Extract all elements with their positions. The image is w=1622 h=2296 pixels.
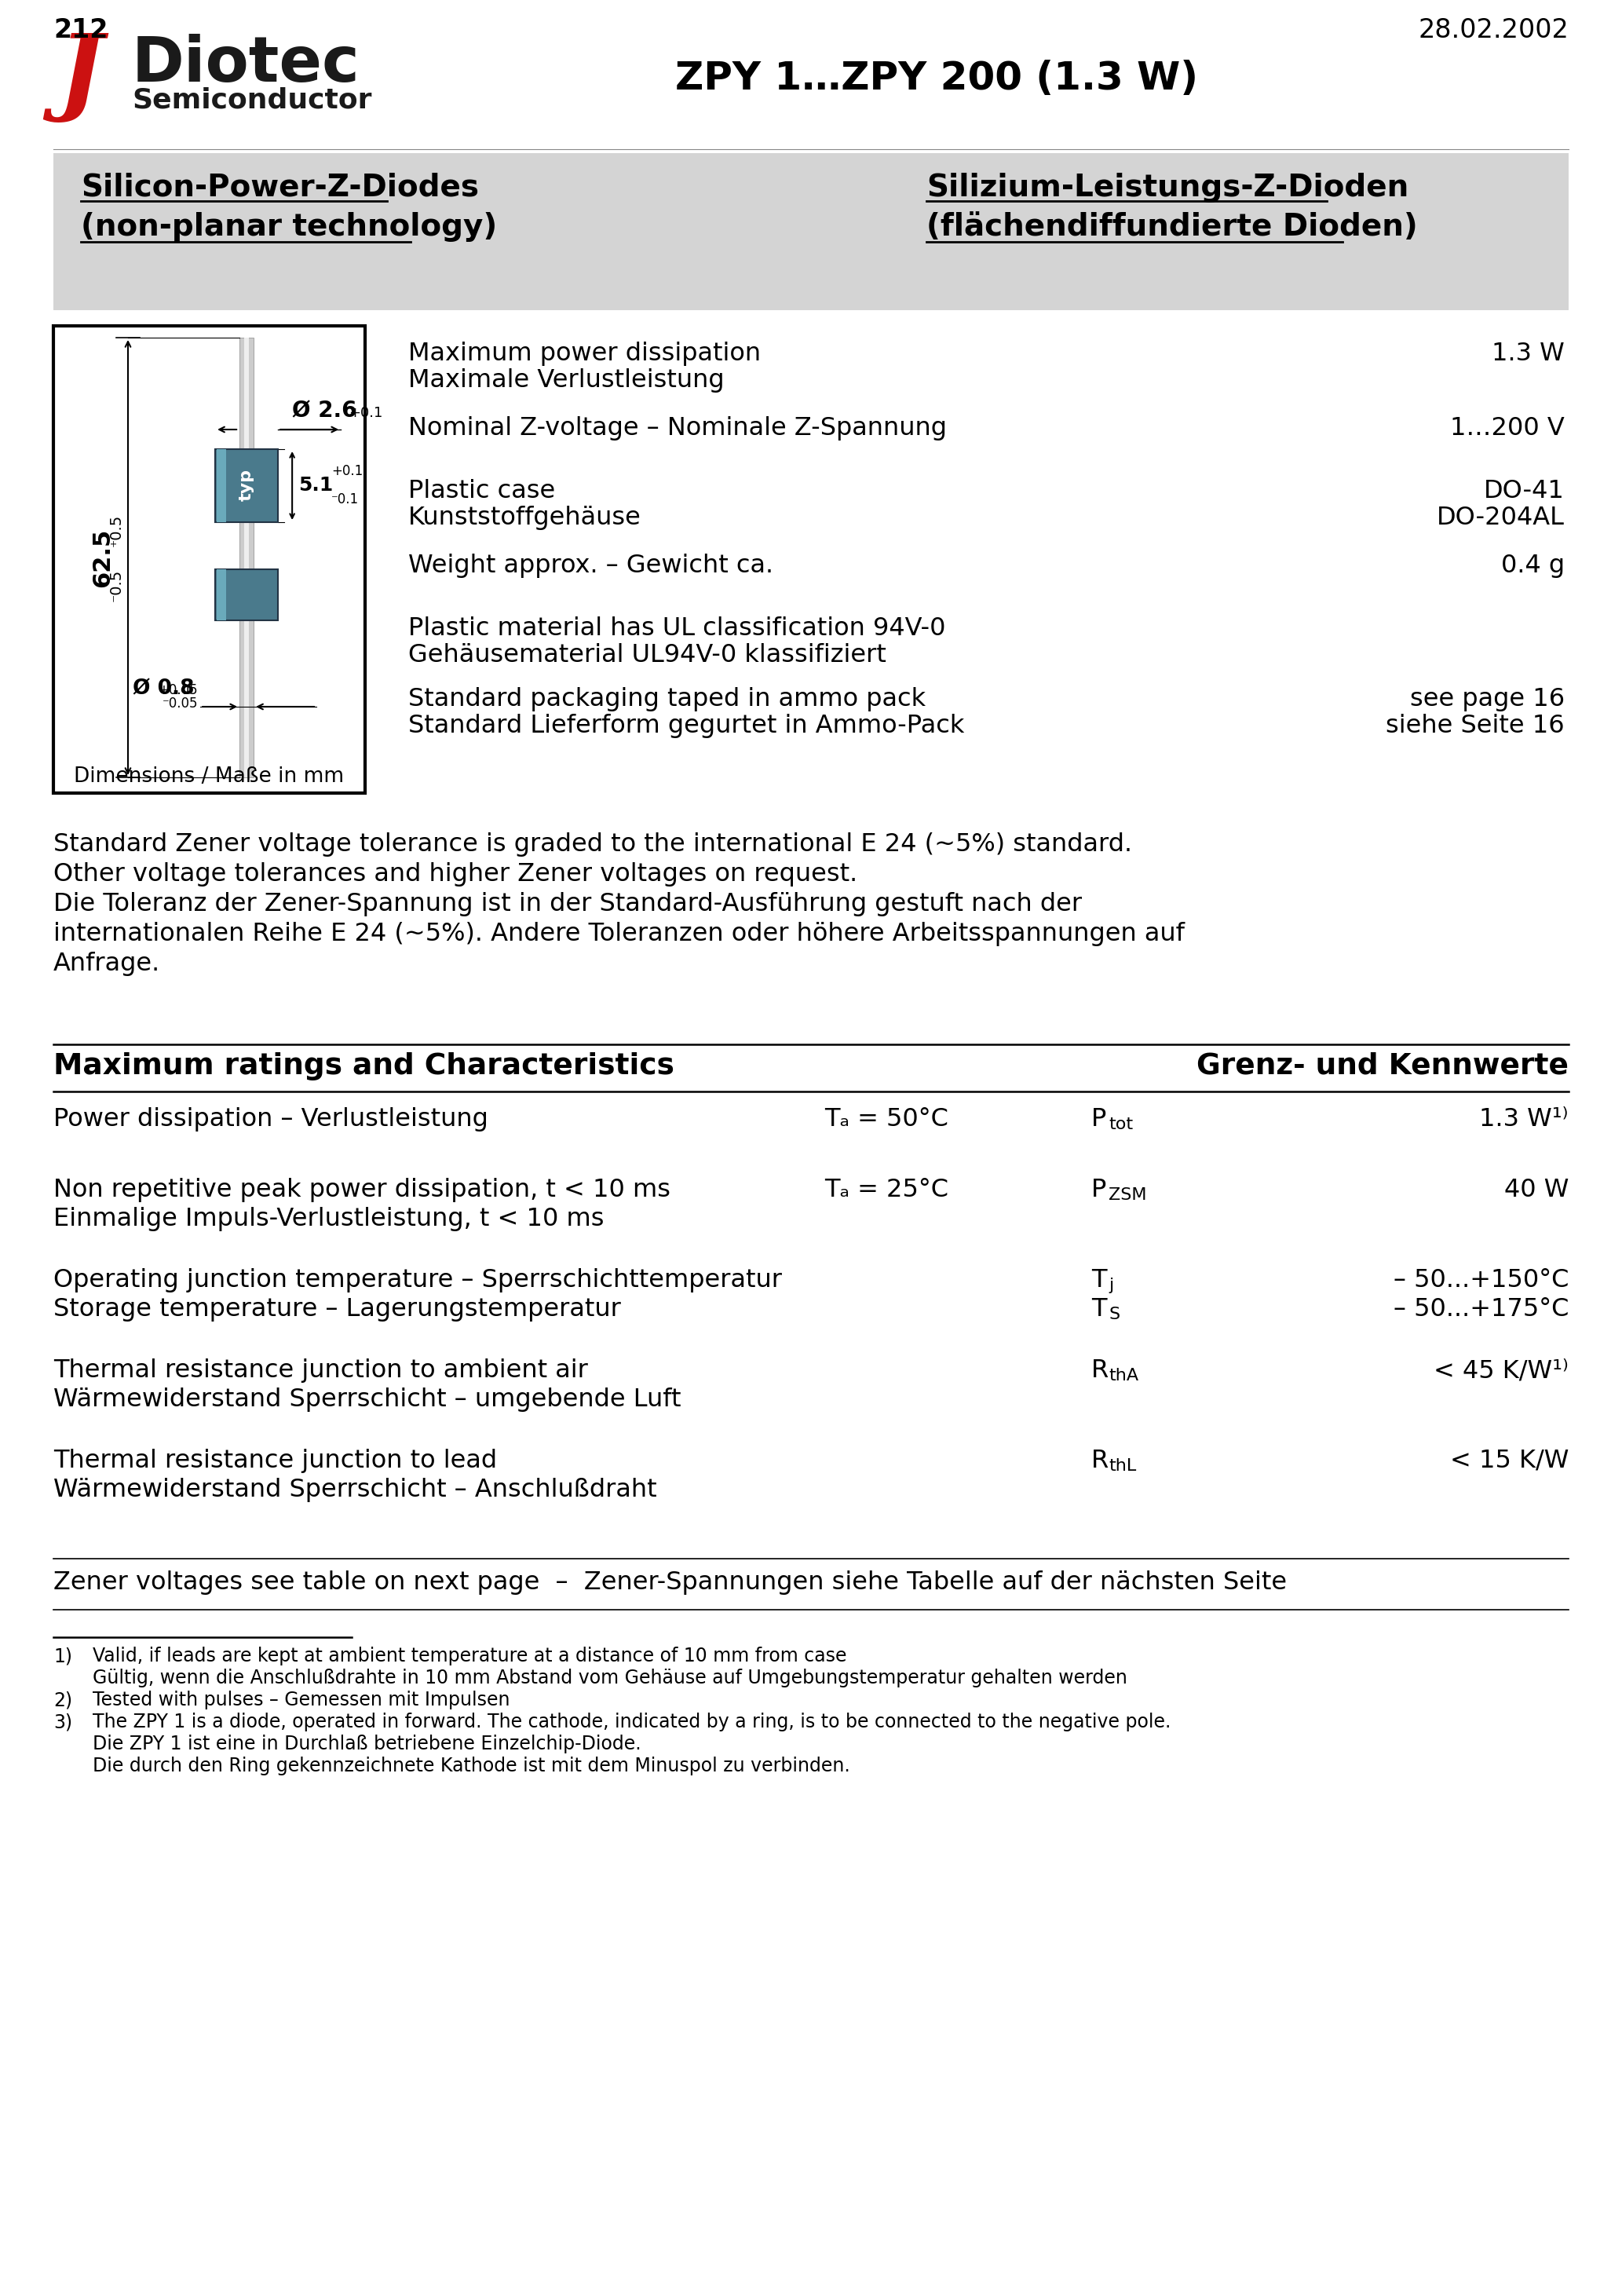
Text: < 45 K/W¹⁾: < 45 K/W¹⁾ [1434,1359,1568,1382]
Text: Tₐ = 25°C: Tₐ = 25°C [824,1178,949,1203]
Bar [240,620,253,778]
Text: 1.3 W¹⁾: 1.3 W¹⁾ [1479,1107,1568,1132]
Text: j: j [1108,1277,1113,1293]
Text: Die Toleranz der Zener-Spannung ist in der Standard-Ausführung gestuft nach der: Die Toleranz der Zener-Spannung ist in d… [54,893,1082,916]
Text: Tₐ = 50°C: Tₐ = 50°C [824,1107,949,1132]
Text: Nominal Z-voltage – Nominale Z-Spannung: Nominal Z-voltage – Nominale Z-Spannung [409,416,947,441]
Text: Plastic material has UL classification 94V-0: Plastic material has UL classification 9… [409,615,946,641]
Text: – 50...+175°C: – 50...+175°C [1393,1297,1568,1322]
Bar [54,326,365,792]
Text: Gehäusematerial UL94V-0 klassifiziert: Gehäusematerial UL94V-0 klassifiziert [409,643,886,668]
Text: ZSM: ZSM [1108,1187,1147,1203]
Text: Die durch den Ring gekennzeichnete Kathode ist mit dem Minuspol zu verbinden.: Die durch den Ring gekennzeichnete Katho… [92,1756,850,1775]
Text: siehe Seite 16: siehe Seite 16 [1385,714,1565,737]
Text: 1…200 V: 1…200 V [1450,416,1565,441]
Text: tot: tot [1108,1116,1134,1132]
Text: Ø 0.8: Ø 0.8 [133,677,195,698]
Text: Anfrage.: Anfrage. [54,953,161,976]
Text: Thermal resistance junction to ambient air: Thermal resistance junction to ambient a… [54,1359,587,1382]
Bar [245,338,250,450]
Text: Maximale Verlustleistung: Maximale Verlustleistung [409,367,725,393]
Bar [240,521,253,569]
Text: Other voltage tolerances and higher Zener voltages on request.: Other voltage tolerances and higher Zene… [54,863,858,886]
Text: ⁻0.05: ⁻0.05 [162,696,198,712]
Text: P: P [1092,1178,1106,1203]
Text: T: T [1092,1267,1106,1293]
Bar [245,620,250,778]
Text: 28.02.2002: 28.02.2002 [1418,18,1568,44]
Text: R: R [1092,1449,1109,1474]
Text: (flächendiffundierte Dioden): (flächendiffundierte Dioden) [926,211,1418,241]
Text: 3): 3) [54,1713,73,1731]
Text: Valid, if leads are kept at ambient temperature at a distance of 10 mm from case: Valid, if leads are kept at ambient temp… [92,1646,847,1665]
Text: 62.5: 62.5 [91,528,114,588]
Text: Thermal resistance junction to lead: Thermal resistance junction to lead [54,1449,496,1474]
Text: 1): 1) [54,1646,73,1665]
Text: Standard Lieferform gegurtet in Ammo-Pack: Standard Lieferform gegurtet in Ammo-Pac… [409,714,965,737]
Text: Gültig, wenn die Anschlußdrahte in 10 mm Abstand vom Gehäuse auf Umgebungstemper: Gültig, wenn die Anschlußdrahte in 10 mm… [92,1669,1127,1688]
Text: Power dissipation – Verlustleistung: Power dissipation – Verlustleistung [54,1107,488,1132]
Text: – 50...+150°C: – 50...+150°C [1393,1267,1568,1293]
Text: Ø 2.6: Ø 2.6 [292,400,357,422]
Text: ⁻0.1: ⁻0.1 [331,491,358,507]
Text: Kunststoffgehäuse: Kunststoffgehäuse [409,505,641,530]
Text: 1.3 W: 1.3 W [1492,342,1565,365]
Text: Maximum power dissipation: Maximum power dissipation [409,342,761,365]
Text: DO-41: DO-41 [1484,480,1565,503]
Text: Storage temperature – Lagerungstemperatur: Storage temperature – Lagerungstemperatu… [54,1297,621,1322]
Bar [216,569,277,620]
Text: +0.1: +0.1 [349,406,383,420]
Text: Grenz- und Kennwerte: Grenz- und Kennwerte [1197,1052,1568,1081]
Text: Operating junction temperature – Sperrschichttemperatur: Operating junction temperature – Sperrsc… [54,1267,782,1293]
Text: 212: 212 [54,18,107,44]
Text: 2): 2) [54,1690,73,1711]
Text: Silizium-Leistungs-Z-Dioden: Silizium-Leistungs-Z-Dioden [926,172,1408,202]
Text: R: R [1092,1359,1109,1382]
Text: Non repetitive peak power dissipation, t < 10 ms: Non repetitive peak power dissipation, t… [54,1178,670,1203]
Text: ⁻0.5: ⁻0.5 [109,569,123,602]
Text: Zener voltages see table on next page  –  Zener-Spannungen siehe Tabelle auf der: Zener voltages see table on next page – … [54,1570,1286,1596]
Text: Silicon-Power-Z-Diodes: Silicon-Power-Z-Diodes [81,172,478,202]
Bar [217,569,225,620]
Text: +0.1: +0.1 [331,464,363,478]
Text: Wärmewiderstand Sperrschicht – Anschlußdraht: Wärmewiderstand Sperrschicht – Anschlußd… [54,1479,657,1502]
Text: P: P [1092,1107,1106,1132]
Text: < 15 K/W: < 15 K/W [1450,1449,1568,1474]
Text: The ZPY 1 is a diode, operated in forward. The cathode, indicated by a ring, is : The ZPY 1 is a diode, operated in forwar… [92,1713,1171,1731]
Text: Wärmewiderstand Sperrschicht – umgebende Luft: Wärmewiderstand Sperrschicht – umgebende… [54,1387,681,1412]
Text: J: J [57,30,102,124]
Text: Maximum ratings and Characteristics: Maximum ratings and Characteristics [54,1052,675,1081]
Text: +0.05: +0.05 [159,684,198,698]
Bar [216,450,277,521]
Text: Standard Zener voltage tolerance is graded to the international E 24 (~5%) stand: Standard Zener voltage tolerance is grad… [54,833,1132,856]
Text: 5.1: 5.1 [298,475,333,494]
Text: Plastic case: Plastic case [409,480,555,503]
Text: Weight approx. – Gewicht ca.: Weight approx. – Gewicht ca. [409,553,774,579]
Text: Einmalige Impuls-Verlustleistung, t < 10 ms: Einmalige Impuls-Verlustleistung, t < 10… [54,1208,603,1231]
Text: 0.4 g: 0.4 g [1500,553,1565,579]
Text: Semiconductor: Semiconductor [131,87,371,113]
Bar [217,450,225,521]
Text: thL: thL [1108,1458,1137,1474]
Text: see page 16: see page 16 [1410,687,1565,712]
Text: ZPY 1…ZPY 200 (1.3 W): ZPY 1…ZPY 200 (1.3 W) [675,60,1199,96]
Text: T: T [1092,1297,1106,1322]
Text: Tested with pulses – Gemessen mit Impulsen: Tested with pulses – Gemessen mit Impuls… [92,1690,509,1711]
Text: internationalen Reihe E 24 (~5%). Andere Toleranzen oder höhere Arbeitsspannunge: internationalen Reihe E 24 (~5%). Andere… [54,923,1184,946]
Text: typ: typ [238,468,255,501]
Text: ⁺0.5: ⁺0.5 [109,514,123,546]
Text: Die ZPY 1 ist eine in Durchlaß betriebene Einzelchip-Diode.: Die ZPY 1 ist eine in Durchlaß betrieben… [92,1733,641,1754]
Bar [240,338,253,450]
Text: (non-planar technology): (non-planar technology) [81,211,498,241]
Text: S: S [1108,1306,1119,1322]
Text: Standard packaging taped in ammo pack: Standard packaging taped in ammo pack [409,687,926,712]
Text: 40 W: 40 W [1504,1178,1568,1203]
Text: DO-204AL: DO-204AL [1437,505,1565,530]
Bar [245,521,250,569]
Text: thA: thA [1108,1368,1139,1384]
Bar [54,154,1568,310]
Text: Dimensions / Maße in mm: Dimensions / Maße in mm [73,767,344,788]
Text: Diotec: Diotec [131,34,360,94]
